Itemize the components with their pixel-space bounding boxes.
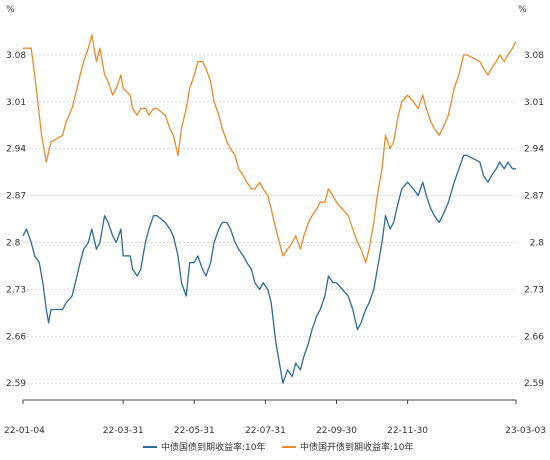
right-axis-unit: % bbox=[518, 5, 527, 15]
x-tick-label: 22-11-30 bbox=[387, 426, 428, 436]
gridlines bbox=[23, 54, 516, 384]
y-right-tick-label: 2.73 bbox=[524, 285, 544, 295]
y-right-tick-label: 2.94 bbox=[524, 145, 544, 155]
axis-ticks: 3.08 3.01 2.94 2.87 2.8 2.73 2.66 2.59 3.08 3.01 2… bbox=[4, 51, 546, 436]
y-left-tick-label: 2.8 bbox=[6, 239, 21, 249]
y-left-tick-label: 2.87 bbox=[6, 192, 26, 202]
y-right-tick-label: 2.59 bbox=[524, 379, 544, 389]
series-lines bbox=[22, 34, 517, 384]
y-right-tick-label: 3.01 bbox=[524, 98, 544, 108]
y-left-tick-label: 2.73 bbox=[6, 285, 26, 295]
legend-label-0: 中债国债到期收益率:10年 bbox=[161, 441, 266, 453]
legend-label-1: 中债国开债到期收益率:10年 bbox=[300, 441, 414, 453]
y-left-tick-label: 2.59 bbox=[6, 379, 26, 389]
series-line-0 bbox=[22, 154, 516, 384]
y-left-tick-label: 2.66 bbox=[6, 332, 26, 342]
x-tick-label: 22-09-30 bbox=[316, 426, 357, 436]
x-tick-label: 22-05-31 bbox=[174, 426, 215, 436]
y-right-tick-label: 2.87 bbox=[524, 192, 544, 202]
y-left-tick-label: 3.08 bbox=[6, 51, 26, 61]
series-line-1 bbox=[23, 34, 517, 264]
legend: 中债国债到期收益率:10年 中债国开债到期收益率:10年 bbox=[143, 441, 414, 453]
x-tick-label: 22-01-04 bbox=[4, 426, 45, 436]
y-left-tick-label: 3.01 bbox=[6, 98, 26, 108]
y-right-tick-label: 3.08 bbox=[524, 51, 544, 61]
x-tick-label: 23-03-03 bbox=[505, 426, 546, 436]
left-axis-unit: % bbox=[6, 5, 15, 15]
x-tick-label: 22-03-31 bbox=[103, 426, 144, 436]
y-left-tick-label: 2.94 bbox=[6, 145, 26, 155]
y-right-tick-label: 2.66 bbox=[524, 332, 544, 342]
y-right-tick-label: 2.8 bbox=[530, 239, 545, 249]
x-tick-label: 22-07-31 bbox=[245, 426, 286, 436]
